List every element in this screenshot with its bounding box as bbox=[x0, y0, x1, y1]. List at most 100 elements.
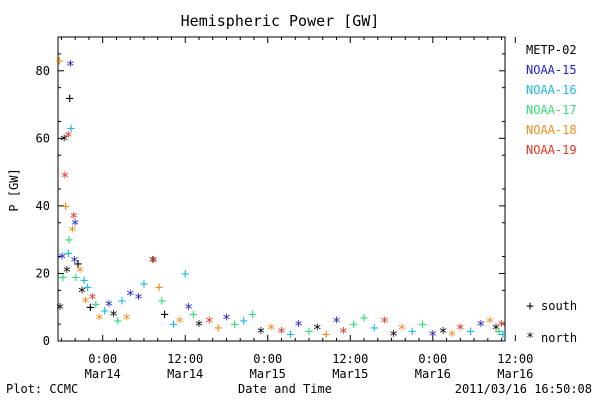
x-tick-date: Mar15 bbox=[332, 367, 368, 381]
south-marker: + bbox=[140, 277, 148, 293]
north-marker: * bbox=[134, 290, 143, 308]
north-marker: * bbox=[75, 263, 84, 281]
north-marker: * bbox=[68, 223, 77, 241]
north-marker: * bbox=[497, 317, 506, 335]
north-marker: * bbox=[78, 283, 87, 301]
south-marker: + bbox=[101, 304, 109, 320]
north-marker: * bbox=[448, 327, 457, 345]
north-marker: * bbox=[428, 327, 437, 345]
south-marker: + bbox=[305, 324, 313, 340]
x-axis-title: Date and Time bbox=[238, 382, 332, 396]
north-marker: * bbox=[56, 300, 65, 318]
north-marker: * bbox=[476, 317, 485, 335]
south-marker: + bbox=[466, 324, 474, 340]
chart-title: Hemispheric Power [GW] bbox=[181, 12, 380, 30]
x-axis: 0:00Mar1412:00Mar140:00Mar1512:00Mar150:… bbox=[60, 37, 533, 381]
north-marker: * bbox=[122, 310, 131, 328]
north-marker: * bbox=[58, 250, 67, 268]
x-tick-time: 12:00 bbox=[497, 352, 533, 366]
north-marker: * bbox=[339, 324, 348, 342]
plot-source: Plot: CCMC bbox=[6, 382, 79, 396]
data-points: ******++++**+**+*+*++*+*++*+*+**++** *+**… bbox=[55, 54, 507, 346]
south-marker: + bbox=[65, 91, 73, 107]
y-tick-label: 80 bbox=[36, 64, 50, 78]
south-marker: + bbox=[322, 327, 330, 343]
legend-item: METP-02 bbox=[526, 43, 577, 57]
south-marker: + bbox=[118, 293, 126, 309]
south-marker: + bbox=[360, 310, 368, 326]
south-marker: + bbox=[181, 266, 189, 282]
south-marker: + bbox=[286, 327, 294, 343]
x-tick-time: 0:00 bbox=[88, 352, 117, 366]
south-marker: + bbox=[158, 293, 166, 309]
north-marker: * bbox=[184, 300, 193, 318]
x-tick-time: 12:00 bbox=[332, 352, 368, 366]
x-tick-time: 0:00 bbox=[253, 352, 282, 366]
south-marker: + bbox=[239, 314, 247, 330]
y-tick-label: 20 bbox=[36, 266, 50, 280]
legend-item: NOAA-19 bbox=[526, 143, 577, 157]
marker-legend-label: south bbox=[541, 299, 577, 313]
south-marker: + bbox=[214, 320, 222, 336]
x-tick-time: 12:00 bbox=[167, 352, 203, 366]
south-marker: + bbox=[86, 300, 94, 316]
south-marker: + bbox=[499, 327, 507, 343]
south-marker: + bbox=[55, 54, 63, 70]
north-marker: * bbox=[485, 314, 494, 332]
north-marker: * bbox=[267, 320, 276, 338]
x-tick-date: Mar16 bbox=[415, 367, 451, 381]
south-marker: + bbox=[160, 307, 168, 323]
north-marker: * bbox=[313, 320, 322, 338]
x-tick-time: 0:00 bbox=[418, 352, 447, 366]
north-marker: * bbox=[109, 307, 118, 325]
south-marker: + bbox=[74, 256, 82, 272]
north-marker: * bbox=[256, 324, 265, 342]
x-tick-date: Mar14 bbox=[85, 367, 121, 381]
south-marker: + bbox=[92, 297, 100, 313]
south-marker: + bbox=[370, 320, 378, 336]
y-tick-label: 0 bbox=[43, 334, 50, 348]
south-marker: + bbox=[189, 307, 197, 323]
north-marker: * bbox=[332, 314, 341, 332]
south-marker: + bbox=[248, 307, 256, 323]
marker-legend-symbol: + bbox=[526, 299, 534, 314]
north-marker: * bbox=[397, 320, 406, 338]
south-marker: + bbox=[59, 270, 67, 286]
y-axis: 0 20 40 60 80 bbox=[36, 53, 505, 348]
south-marker: + bbox=[495, 324, 503, 340]
north-marker: * bbox=[64, 128, 73, 146]
south-marker: + bbox=[155, 280, 163, 296]
north-marker: * bbox=[389, 327, 398, 345]
north-marker: * bbox=[126, 287, 135, 305]
timestamp: 2011/03/16 16:50:08 bbox=[454, 382, 592, 396]
legend-item: NOAA-17 bbox=[526, 103, 577, 117]
north-marker: * bbox=[62, 263, 71, 281]
north-marker: * bbox=[60, 131, 69, 149]
north-marker: * bbox=[222, 310, 231, 328]
south-marker: + bbox=[418, 317, 426, 333]
south-marker: + bbox=[72, 270, 80, 286]
y-tick-label: 40 bbox=[36, 199, 50, 213]
north-marker: * bbox=[456, 320, 465, 338]
north-marker: * bbox=[205, 314, 214, 332]
south-marker: + bbox=[408, 324, 416, 340]
north-marker: * bbox=[149, 253, 158, 271]
south-marker: + bbox=[61, 199, 69, 215]
y-tick-label: 60 bbox=[36, 131, 50, 145]
south-marker: + bbox=[83, 280, 91, 296]
marker-legend-symbol: * bbox=[526, 331, 534, 346]
north-marker: * bbox=[71, 216, 80, 234]
north-marker: * bbox=[66, 57, 75, 75]
south-marker: + bbox=[169, 317, 177, 333]
north-marker: * bbox=[175, 314, 184, 332]
north-marker: * bbox=[277, 324, 286, 342]
north-marker: * bbox=[95, 310, 104, 328]
south-marker: + bbox=[65, 233, 73, 249]
north-marker: * bbox=[380, 314, 389, 332]
north-marker: * bbox=[70, 253, 79, 271]
south-marker: + bbox=[231, 317, 239, 333]
x-tick-date: Mar16 bbox=[497, 367, 533, 381]
south-marker: + bbox=[64, 246, 72, 262]
y-axis-label: P [GW] bbox=[7, 168, 21, 211]
